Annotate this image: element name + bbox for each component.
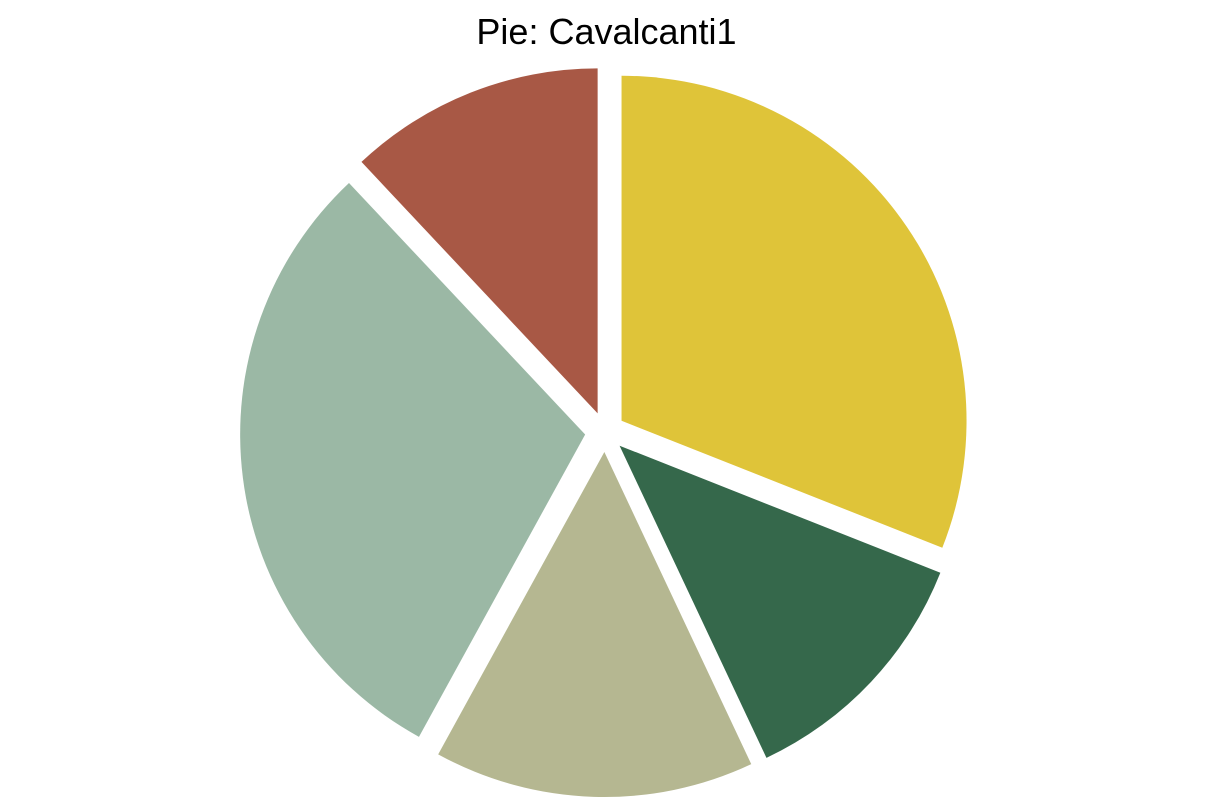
- pie-slice-3: [438, 451, 752, 797]
- pie-slice-2: [619, 445, 941, 758]
- pie-slice-4: [240, 183, 586, 737]
- chart-title: Pie: Cavalcanti1: [476, 11, 737, 52]
- pie-slice-1: [621, 75, 967, 548]
- pie-slice-5: [361, 68, 598, 414]
